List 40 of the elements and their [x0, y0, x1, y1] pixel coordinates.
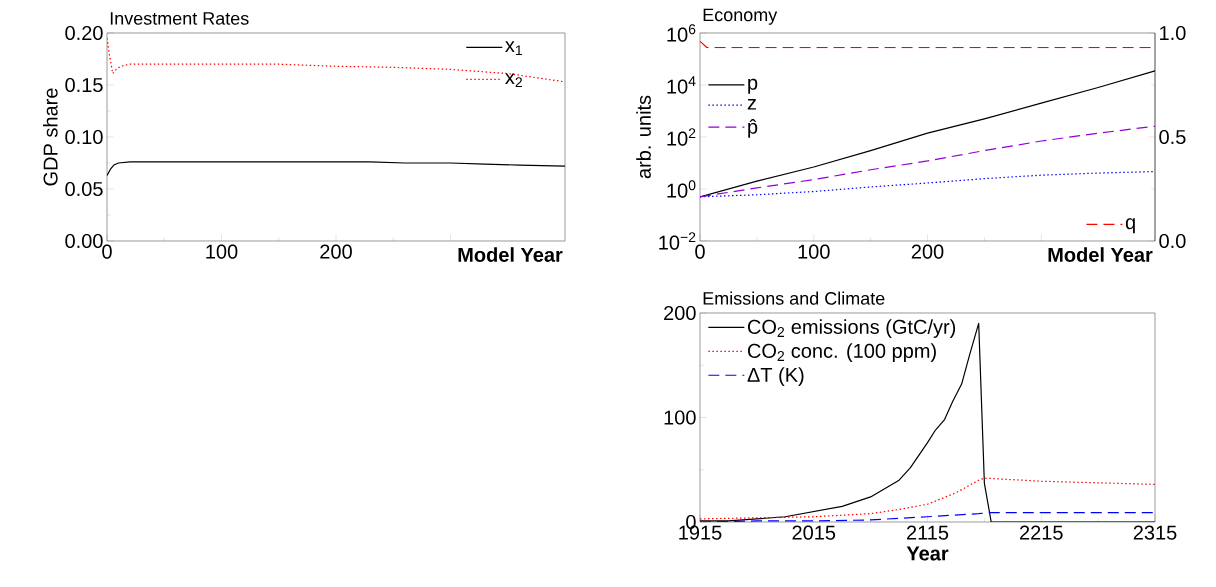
legend-label: z — [747, 99, 756, 110]
chart-title: Emissions and Climate — [703, 291, 885, 305]
y2-tick-label: 0.0 — [1159, 233, 1186, 249]
legend-label: q — [1125, 218, 1135, 234]
x-axis-title: Model Year — [458, 247, 563, 262]
legend-label: p — [748, 78, 758, 94]
legend-label: x$_{1}$ — [505, 41, 522, 56]
y-tick-label: 10$^{6}$ — [667, 24, 696, 42]
y-tick-label: 0.00 — [65, 233, 103, 249]
legend-label: CO$_{2}$ conc. (100 ppm) — [747, 343, 936, 362]
x-tick-label: 2015 — [792, 525, 836, 540]
y-tick-label: 0.20 — [65, 25, 103, 41]
x-tick-label: 2215 — [1020, 525, 1063, 540]
chart-title: Investment Rates — [110, 12, 249, 25]
x-tick-label: 200 — [320, 244, 352, 259]
x-tick-label: 2315 — [1133, 525, 1177, 540]
x-axis-title: Model Year — [1048, 247, 1153, 262]
y-tick-label: 100 — [664, 410, 696, 425]
y-tick-label: 0.15 — [65, 77, 103, 93]
y-tick-label: 0.05 — [65, 181, 103, 197]
y-axis-title: arb. units — [636, 95, 651, 179]
legend-label: ΔT (K) — [747, 367, 804, 386]
x-tick-label: 100 — [206, 244, 238, 259]
legend-label: p̂ — [748, 119, 758, 138]
y-tick-label: 200 — [664, 305, 696, 321]
y-tick-label: 10$^{2}$ — [667, 128, 696, 146]
y-tick-label: 10$^{4}$ — [667, 76, 696, 94]
y-tick-label: 10$^{0}$ — [667, 180, 696, 198]
x-tick-label: 100 — [798, 244, 830, 259]
x-tick-label: 2115 — [907, 525, 949, 540]
legend-label: CO$_{2}$ emissions (GtC/yr) — [747, 319, 956, 338]
y2-tick-label: 0.5 — [1159, 129, 1186, 145]
y2-tick-label: 1.0 — [1160, 25, 1186, 41]
y-tick-label: 10$^{−2}$ — [659, 232, 696, 250]
y-axis-title: GDP share — [42, 88, 58, 186]
x-tick-label: 200 — [911, 244, 944, 259]
chart-title: Economy — [703, 8, 778, 25]
x-axis-title: Year — [906, 546, 949, 561]
legend-label: x$_{2}$ — [505, 73, 522, 88]
y-tick-label: 0.10 — [65, 129, 103, 145]
